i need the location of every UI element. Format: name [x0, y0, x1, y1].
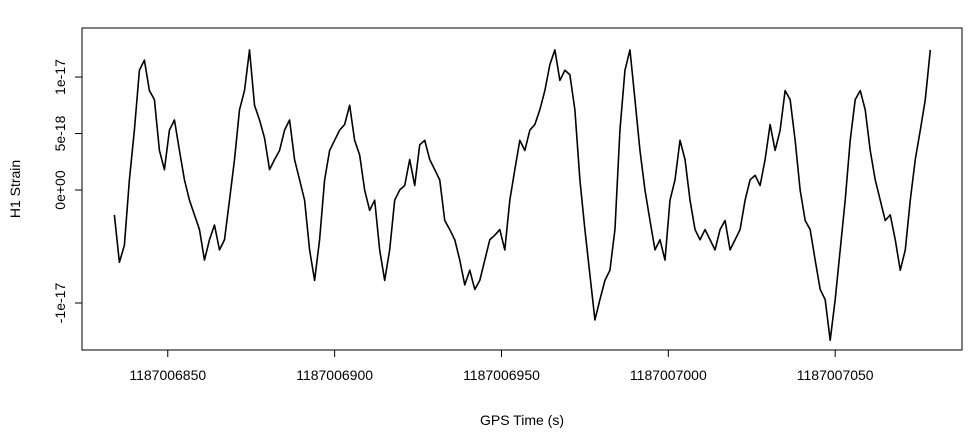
y-tick-label: 5e-18: [52, 115, 68, 151]
x-tick-label: 1187007050: [797, 367, 874, 383]
strain-line: [113, 49, 932, 342]
x-tick-label: 1187006850: [129, 367, 206, 383]
y-tick-label: -1e-17: [52, 283, 68, 324]
y-tick-label: 0e+00: [52, 170, 68, 210]
x-tick-label: 1187006900: [296, 367, 373, 383]
y-axis-label: H1 Strain: [7, 160, 23, 218]
x-tick-label: 1187006950: [463, 367, 540, 383]
plot-box: [81, 27, 963, 351]
x-axis-label: GPS Time (s): [480, 412, 564, 428]
x-tick-label: 1187007000: [630, 367, 707, 383]
y-tick-label: 1e-17: [52, 59, 68, 95]
